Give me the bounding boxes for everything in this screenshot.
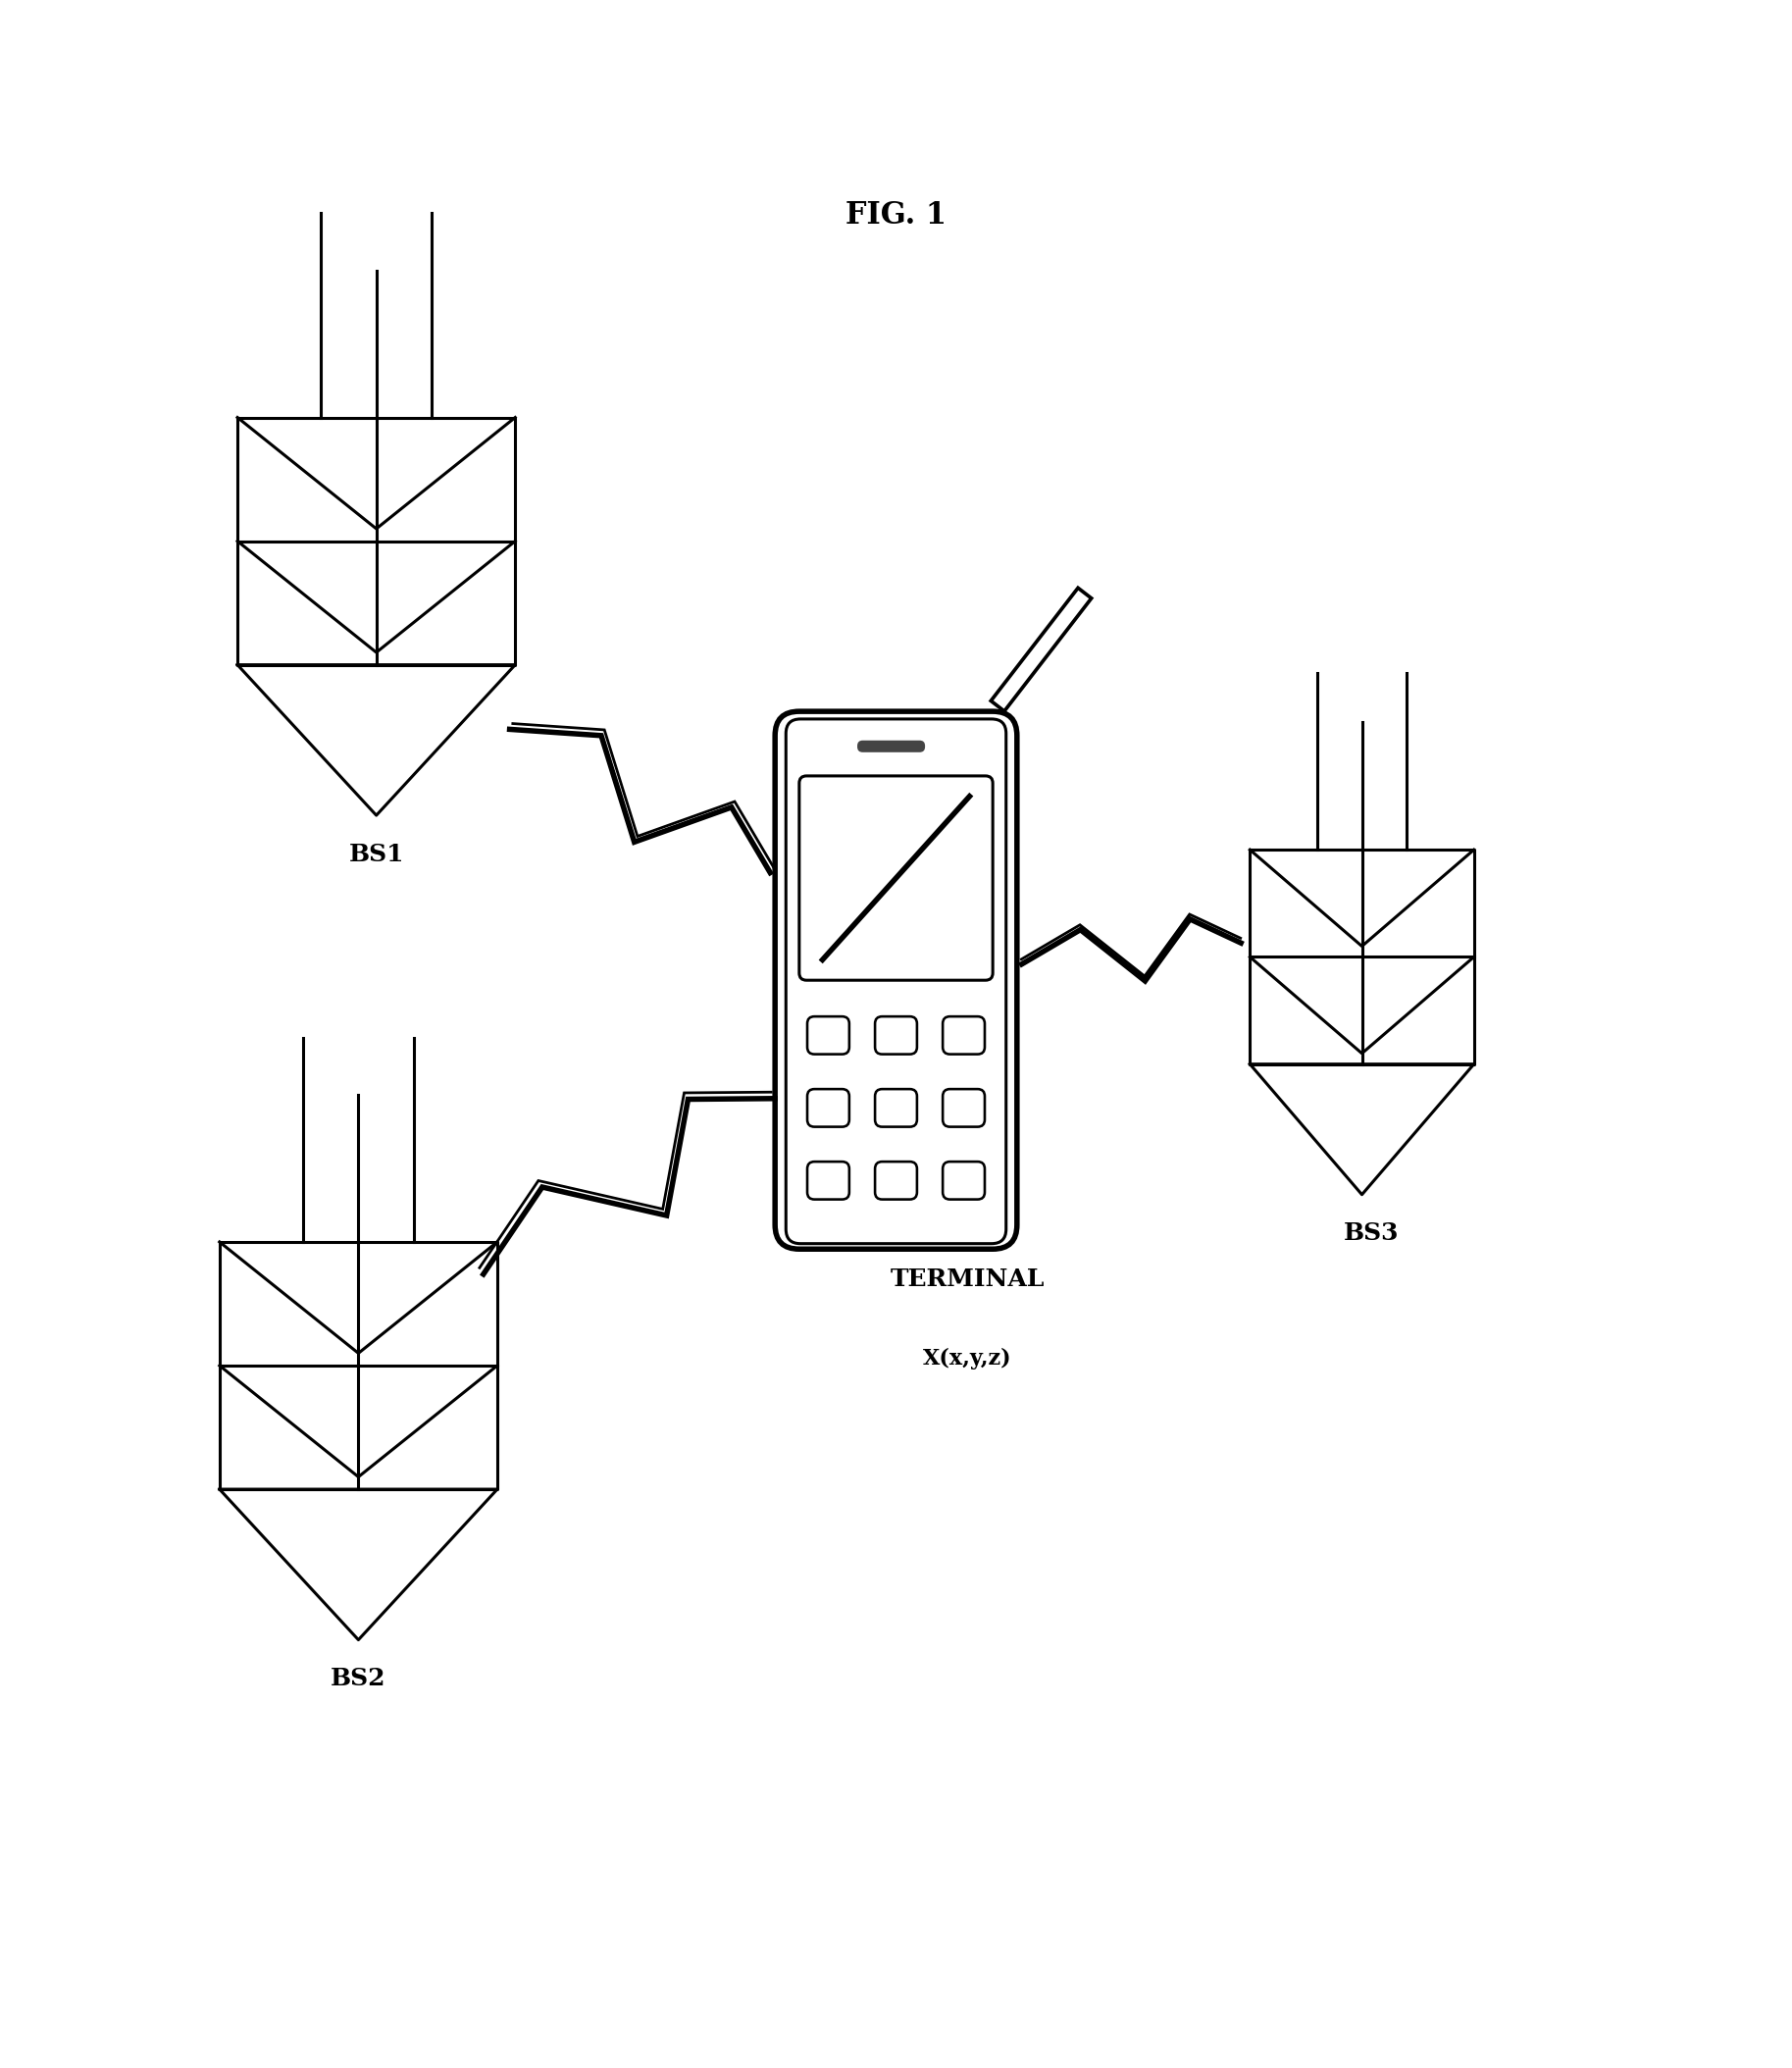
Text: BS2: BS2 <box>332 1667 385 1690</box>
Text: TERMINAL: TERMINAL <box>891 1268 1045 1290</box>
Text: BS3: BS3 <box>1344 1222 1398 1245</box>
Text: FIG. 1: FIG. 1 <box>846 201 946 232</box>
Polygon shape <box>991 587 1091 711</box>
FancyBboxPatch shape <box>857 740 925 753</box>
Text: BS1: BS1 <box>349 842 403 866</box>
Text: X(x,y,z): X(x,y,z) <box>923 1348 1012 1369</box>
